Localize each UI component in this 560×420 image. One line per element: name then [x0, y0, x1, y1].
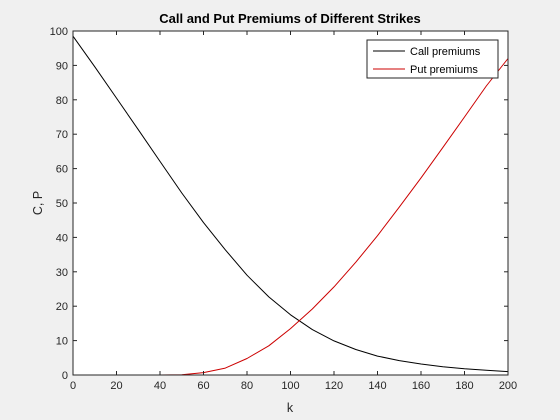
x-tick-label: 20	[110, 380, 122, 392]
y-tick-label: 20	[56, 301, 68, 313]
x-tick-label: 100	[281, 380, 299, 392]
y-axis-label: C, P	[31, 191, 45, 215]
x-tick-label: 200	[499, 380, 517, 392]
y-tick-label: 0	[62, 370, 68, 382]
legend-label-put: Put premiums	[410, 64, 478, 76]
legend-box	[366, 39, 499, 79]
plot-area	[73, 31, 508, 375]
y-tick-label: 80	[56, 95, 68, 107]
call-premiums-line	[72, 35, 509, 373]
x-axis-label: k	[287, 401, 294, 415]
y-tick-label: 40	[56, 232, 68, 244]
y-tick-label: 30	[56, 267, 68, 279]
x-tick-label: 120	[325, 380, 343, 392]
y-tick-label: 90	[56, 60, 68, 72]
y-tick-label: 50	[56, 198, 68, 210]
x-tick-label: 140	[368, 380, 386, 392]
x-tick-label: 180	[455, 380, 473, 392]
y-tick-label: 60	[56, 164, 68, 176]
y-tick-label: 100	[50, 26, 68, 38]
x-tick-label: 60	[197, 380, 209, 392]
x-tick-label: 80	[241, 380, 253, 392]
legend: Call premiums Put premiums	[366, 39, 499, 79]
chart-title: Call and Put Premiums of Different Strik…	[159, 11, 421, 26]
x-tick-label: 40	[154, 380, 166, 392]
ticks-layer: 0 20 40 60 80 100 120 140 160 180 200 0 10 20 30 40 50 60…	[50, 26, 518, 392]
legend-label-call: Call premiums	[410, 46, 481, 58]
y-tick-label: 10	[56, 336, 68, 348]
plot-frame	[72, 30, 509, 376]
y-tick-label: 70	[56, 129, 68, 141]
x-tick-label: 0	[70, 380, 76, 392]
x-tick-label: 160	[412, 380, 430, 392]
